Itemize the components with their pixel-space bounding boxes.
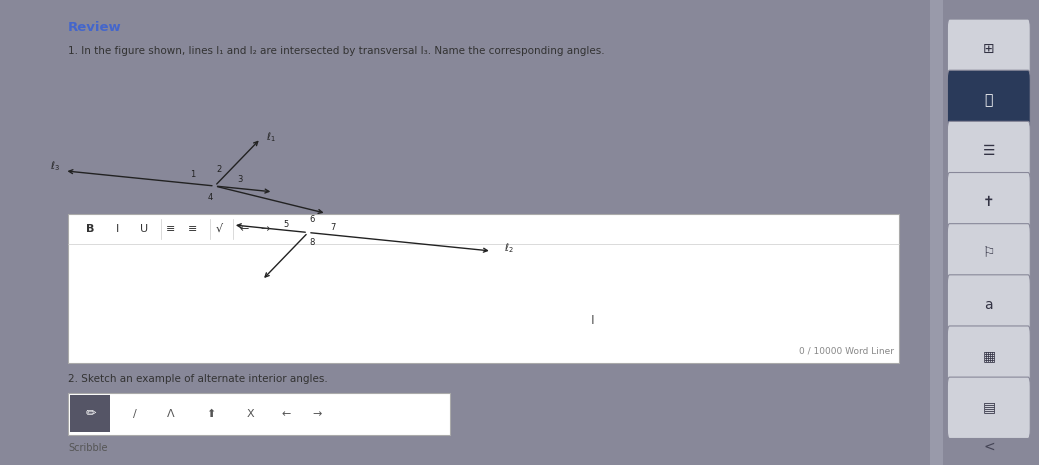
Text: Scribble: Scribble [69, 443, 108, 453]
Text: →: → [261, 224, 270, 234]
Text: 0 / 10000 Word Liner: 0 / 10000 Word Liner [799, 347, 895, 356]
FancyBboxPatch shape [70, 395, 110, 432]
Text: I: I [590, 314, 594, 327]
Text: $\ell_3$: $\ell_3$ [51, 159, 60, 173]
Text: 2: 2 [216, 165, 222, 174]
Text: Review: Review [69, 21, 122, 34]
FancyBboxPatch shape [69, 393, 450, 435]
Text: 7: 7 [330, 223, 336, 232]
Text: 4: 4 [208, 193, 213, 202]
Text: √: √ [216, 224, 222, 234]
FancyBboxPatch shape [69, 214, 899, 363]
Text: ≡: ≡ [188, 224, 197, 234]
FancyBboxPatch shape [948, 121, 1031, 183]
FancyBboxPatch shape [948, 326, 1031, 387]
Text: ⊞: ⊞ [983, 42, 994, 56]
Text: 1. In the figure shown, lines l₁ and l₂ are intersected by transversal l₃. Name : 1. In the figure shown, lines l₁ and l₂ … [69, 46, 605, 57]
Text: ←: ← [239, 224, 248, 234]
Text: ≡: ≡ [165, 224, 175, 234]
Text: 8: 8 [310, 238, 315, 247]
FancyBboxPatch shape [948, 70, 1031, 132]
Text: 5: 5 [284, 219, 289, 229]
Text: 3: 3 [237, 174, 242, 184]
Text: 1: 1 [190, 170, 195, 179]
FancyBboxPatch shape [948, 377, 1031, 438]
Text: ⚐: ⚐ [983, 246, 995, 260]
Text: X: X [246, 409, 255, 419]
Text: U: U [139, 224, 148, 234]
Text: <: < [983, 439, 994, 453]
Text: →: → [313, 409, 322, 419]
Text: I: I [115, 224, 118, 234]
FancyBboxPatch shape [948, 224, 1031, 285]
Text: ⛶: ⛶ [985, 93, 993, 107]
Text: a: a [985, 298, 993, 312]
Text: ▦: ▦ [982, 349, 995, 363]
Text: ✏: ✏ [85, 407, 96, 420]
Text: 6: 6 [310, 215, 315, 224]
Text: ☰: ☰ [983, 144, 995, 158]
Text: ←: ← [282, 409, 291, 419]
FancyBboxPatch shape [930, 0, 943, 465]
Text: 2. Sketch an example of alternate interior angles.: 2. Sketch an example of alternate interi… [69, 374, 328, 385]
FancyBboxPatch shape [948, 173, 1031, 234]
Text: $\ell_2$: $\ell_2$ [504, 241, 514, 254]
Text: ⬆: ⬆ [206, 409, 215, 419]
Text: Λ: Λ [166, 409, 175, 419]
FancyBboxPatch shape [948, 275, 1031, 336]
Text: /: / [133, 409, 137, 419]
Text: B: B [86, 224, 95, 234]
Text: ✝: ✝ [983, 195, 994, 209]
FancyBboxPatch shape [948, 19, 1031, 80]
Text: $\ell_1$: $\ell_1$ [266, 130, 276, 144]
Text: ▤: ▤ [982, 400, 995, 414]
